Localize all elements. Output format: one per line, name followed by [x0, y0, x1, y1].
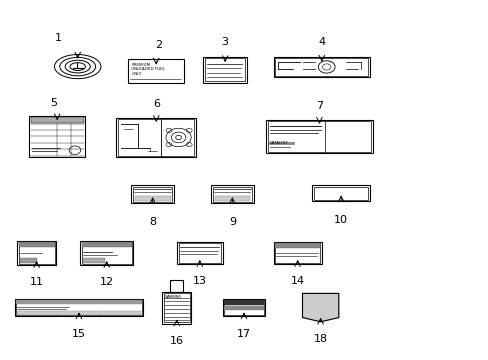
Bar: [223, 299, 265, 316]
Bar: [17, 241, 56, 265]
Text: 13: 13: [192, 276, 206, 287]
Text: 12: 12: [100, 278, 114, 288]
Text: 7: 7: [315, 101, 323, 111]
Bar: [131, 185, 174, 203]
Bar: [82, 258, 104, 263]
Text: ONLY: ONLY: [131, 72, 142, 76]
Bar: [212, 187, 252, 202]
Bar: [274, 243, 320, 263]
Text: WARNING: WARNING: [164, 295, 181, 299]
Bar: [224, 300, 264, 305]
Bar: [214, 195, 250, 201]
Bar: [265, 120, 372, 153]
Text: 4: 4: [318, 37, 325, 47]
Bar: [224, 300, 264, 315]
Polygon shape: [302, 293, 338, 322]
Bar: [179, 243, 221, 262]
Text: 11: 11: [30, 278, 43, 288]
Bar: [20, 258, 37, 263]
Bar: [313, 187, 367, 200]
Text: 14: 14: [290, 276, 304, 287]
Bar: [16, 300, 141, 315]
Bar: [311, 185, 369, 201]
Bar: [31, 117, 83, 122]
Bar: [267, 121, 370, 152]
Bar: [116, 118, 196, 157]
Text: 15: 15: [72, 329, 86, 339]
Bar: [210, 185, 254, 203]
Bar: [203, 57, 246, 82]
Text: UNLEADED FUEL: UNLEADED FUEL: [131, 67, 165, 71]
Bar: [224, 306, 264, 310]
Bar: [19, 242, 54, 247]
Text: 10: 10: [333, 215, 347, 225]
Text: 17: 17: [237, 329, 250, 339]
Bar: [81, 242, 132, 264]
Bar: [162, 292, 191, 324]
Bar: [19, 242, 54, 264]
Bar: [100, 311, 141, 315]
Text: 18: 18: [313, 334, 327, 344]
Text: 3: 3: [221, 37, 228, 47]
Bar: [15, 299, 142, 316]
Bar: [29, 116, 85, 157]
Bar: [133, 187, 172, 202]
Bar: [16, 300, 141, 305]
Text: 9: 9: [228, 216, 236, 226]
Bar: [81, 242, 132, 247]
Text: PREMIUM: PREMIUM: [131, 63, 150, 67]
Bar: [128, 59, 183, 82]
Bar: [170, 280, 183, 292]
Bar: [274, 243, 320, 248]
Bar: [118, 120, 194, 156]
Bar: [80, 241, 133, 265]
Bar: [163, 293, 189, 323]
Text: 1: 1: [55, 33, 62, 43]
Bar: [135, 195, 170, 201]
Bar: [177, 242, 223, 264]
Bar: [59, 311, 99, 315]
Text: 2: 2: [155, 40, 162, 50]
Text: 5: 5: [50, 98, 57, 108]
Bar: [17, 311, 58, 315]
Bar: [205, 58, 244, 81]
Bar: [273, 242, 321, 264]
Text: CATALYST: CATALYST: [269, 141, 288, 145]
Text: 6: 6: [152, 99, 160, 109]
Bar: [275, 58, 367, 76]
Text: 8: 8: [149, 216, 156, 226]
Text: 16: 16: [169, 336, 183, 346]
Bar: [273, 57, 369, 77]
